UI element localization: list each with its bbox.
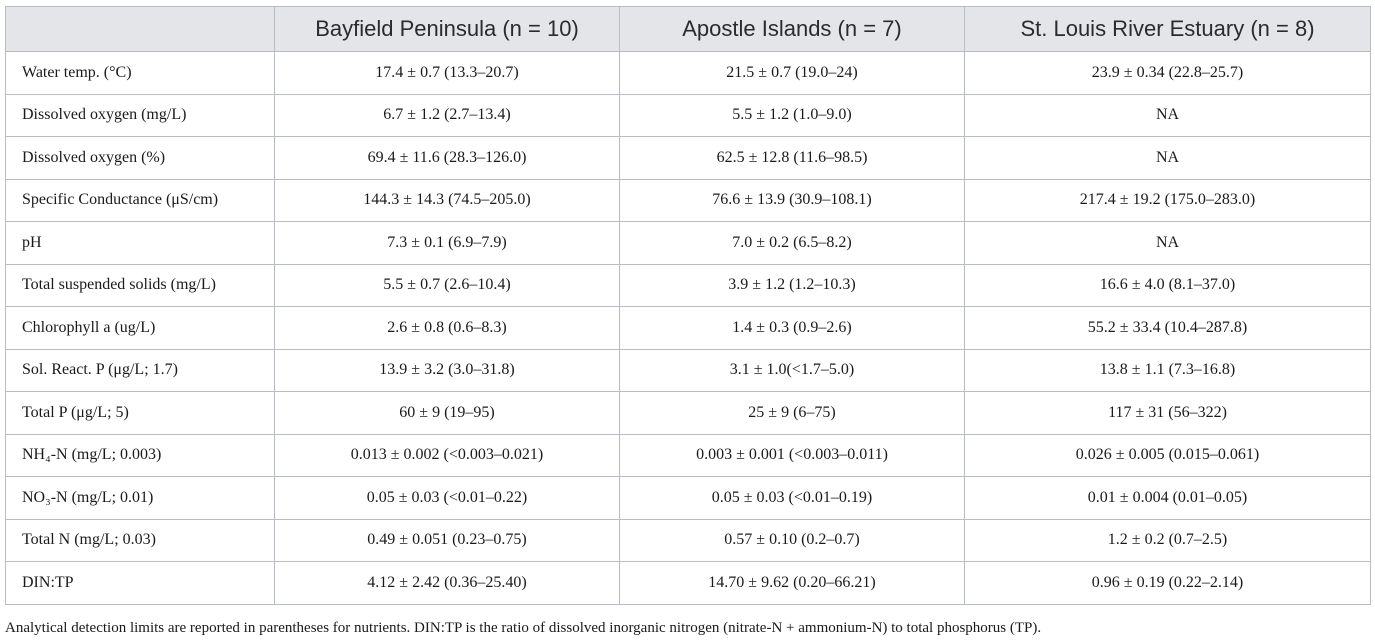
cell-bayfield-peninsula: 17.4 ± 0.7 (13.3–20.7)	[274, 51, 620, 95]
cell-bayfield-peninsula: 6.7 ± 1.2 (2.7–13.4)	[274, 93, 620, 137]
cell-st-louis-river-estuary: 0.96 ± 0.19 (0.22–2.14)	[964, 561, 1371, 605]
cell-apostle-islands: 0.003 ± 0.001 (<0.003–0.011)	[619, 433, 965, 477]
table-row: Dissolved oxygen (%) 69.4 ± 11.6 (28.3–12…	[5, 136, 1371, 180]
row-label: Dissolved oxygen (%)	[5, 136, 275, 180]
cell-apostle-islands: 0.05 ± 0.03 (<0.01–0.19)	[619, 476, 965, 520]
header-cell-empty	[5, 6, 275, 52]
table-row: Chlorophyll a (ug/L) 2.6 ± 0.8 (0.6–8.3) 1…	[5, 306, 1371, 350]
cell-bayfield-peninsula: 0.49 ± 0.051 (0.23–0.75)	[274, 518, 620, 562]
cell-st-louis-river-estuary: 0.01 ± 0.004 (0.01–0.05)	[964, 476, 1371, 520]
row-label: NO₃-N (mg/L; 0.01)	[5, 476, 275, 520]
cell-st-louis-river-estuary: 16.6 ± 4.0 (8.1–37.0)	[964, 263, 1371, 307]
cell-apostle-islands: 1.4 ± 0.3 (0.9–2.6)	[619, 306, 965, 350]
cell-bayfield-peninsula: 0.05 ± 0.03 (<0.01–0.22)	[274, 476, 620, 520]
cell-apostle-islands: 25 ± 9 (6–75)	[619, 391, 965, 435]
water-quality-table: Bayfield Peninsula (n = 10) Apostle Isla…	[5, 6, 1371, 605]
cell-bayfield-peninsula: 144.3 ± 14.3 (74.5–205.0)	[274, 178, 620, 222]
cell-st-louis-river-estuary: 23.9 ± 0.34 (22.8–25.7)	[964, 51, 1371, 95]
table-row: Water temp. (°C) 17.4 ± 0.7 (13.3–20.7) 21…	[5, 51, 1371, 95]
cell-st-louis-river-estuary: 0.026 ± 0.005 (0.015–0.061)	[964, 433, 1371, 477]
row-label: Total suspended solids (mg/L)	[5, 263, 275, 307]
table-row: NO₃-N (mg/L; 0.01) 0.05 ± 0.03 (<0.01–0.2…	[5, 476, 1371, 520]
row-label: Total N (mg/L; 0.03)	[5, 518, 275, 562]
header-bayfield-peninsula: Bayfield Peninsula (n = 10)	[274, 6, 620, 52]
cell-bayfield-peninsula: 13.9 ± 3.2 (3.0–31.8)	[274, 348, 620, 392]
cell-apostle-islands: 5.5 ± 1.2 (1.0–9.0)	[619, 93, 965, 137]
cell-st-louis-river-estuary: NA	[964, 221, 1371, 265]
table-row: DIN:TP 4.12 ± 2.42 (0.36–25.40) 14.70 ± 9.…	[5, 561, 1371, 605]
cell-st-louis-river-estuary: 55.2 ± 33.4 (10.4–287.8)	[964, 306, 1371, 350]
table-row: Total P (μg/L; 5) 60 ± 9 (19–95) 25 ± 9 (6…	[5, 391, 1371, 435]
cell-bayfield-peninsula: 5.5 ± 0.7 (2.6–10.4)	[274, 263, 620, 307]
cell-bayfield-peninsula: 0.013 ± 0.002 (<0.003–0.021)	[274, 433, 620, 477]
table-row: Total N (mg/L; 0.03) 0.49 ± 0.051 (0.23–0…	[5, 518, 1371, 562]
cell-bayfield-peninsula: 2.6 ± 0.8 (0.6–8.3)	[274, 306, 620, 350]
cell-apostle-islands: 21.5 ± 0.7 (19.0–24)	[619, 51, 965, 95]
table-body: Water temp. (°C) 17.4 ± 0.7 (13.3–20.7) 21…	[5, 51, 1371, 605]
row-label: Chlorophyll a (ug/L)	[5, 306, 275, 350]
cell-bayfield-peninsula: 69.4 ± 11.6 (28.3–126.0)	[274, 136, 620, 180]
cell-st-louis-river-estuary: NA	[964, 93, 1371, 137]
header-apostle-islands: Apostle Islands (n = 7)	[619, 6, 965, 52]
cell-apostle-islands: 0.57 ± 0.10 (0.2–0.7)	[619, 518, 965, 562]
row-label: Water temp. (°C)	[5, 51, 275, 95]
row-label: Specific Conductance (μS/cm)	[5, 178, 275, 222]
table-row: NH₄-N (mg/L; 0.003) 0.013 ± 0.002 (<0.003…	[5, 433, 1371, 477]
cell-st-louis-river-estuary: 1.2 ± 0.2 (0.7–2.5)	[964, 518, 1371, 562]
table-container: Bayfield Peninsula (n = 10) Apostle Isla…	[5, 6, 1371, 605]
row-label: Dissolved oxygen (mg/L)	[5, 93, 275, 137]
cell-apostle-islands: 3.9 ± 1.2 (1.2–10.3)	[619, 263, 965, 307]
table-footnote: Analytical detection limits are reported…	[5, 620, 1042, 636]
row-label: Total P (μg/L; 5)	[5, 391, 275, 435]
cell-apostle-islands: 14.70 ± 9.62 (0.20–66.21)	[619, 561, 965, 605]
cell-bayfield-peninsula: 7.3 ± 0.1 (6.9–7.9)	[274, 221, 620, 265]
table-row: Dissolved oxygen (mg/L) 6.7 ± 1.2 (2.7–13…	[5, 93, 1371, 137]
row-label: pH	[5, 221, 275, 265]
row-label: DIN:TP	[5, 561, 275, 605]
cell-st-louis-river-estuary: 217.4 ± 19.2 (175.0–283.0)	[964, 178, 1371, 222]
cell-bayfield-peninsula: 4.12 ± 2.42 (0.36–25.40)	[274, 561, 620, 605]
row-label: NH₄-N (mg/L; 0.003)	[5, 433, 275, 477]
cell-st-louis-river-estuary: 13.8 ± 1.1 (7.3–16.8)	[964, 348, 1371, 392]
cell-st-louis-river-estuary: NA	[964, 136, 1371, 180]
header-st-louis-river-estuary: St. Louis River Estuary (n = 8)	[964, 6, 1371, 52]
header-row: Bayfield Peninsula (n = 10) Apostle Isla…	[5, 6, 1371, 52]
table-row: Total suspended solids (mg/L) 5.5 ± 0.7 (…	[5, 263, 1371, 307]
table-row: Sol. React. P (μg/L; 1.7) 13.9 ± 3.2 (3.0…	[5, 348, 1371, 392]
cell-apostle-islands: 3.1 ± 1.0(<1.7–5.0)	[619, 348, 965, 392]
cell-apostle-islands: 62.5 ± 12.8 (11.6–98.5)	[619, 136, 965, 180]
cell-bayfield-peninsula: 60 ± 9 (19–95)	[274, 391, 620, 435]
cell-apostle-islands: 76.6 ± 13.9 (30.9–108.1)	[619, 178, 965, 222]
table-row: Specific Conductance (μS/cm) 144.3 ± 14.3…	[5, 178, 1371, 222]
table-row: pH 7.3 ± 0.1 (6.9–7.9) 7.0 ± 0.2 (6.5–8.2)…	[5, 221, 1371, 265]
cell-st-louis-river-estuary: 117 ± 31 (56–322)	[964, 391, 1371, 435]
row-label: Sol. React. P (μg/L; 1.7)	[5, 348, 275, 392]
cell-apostle-islands: 7.0 ± 0.2 (6.5–8.2)	[619, 221, 965, 265]
